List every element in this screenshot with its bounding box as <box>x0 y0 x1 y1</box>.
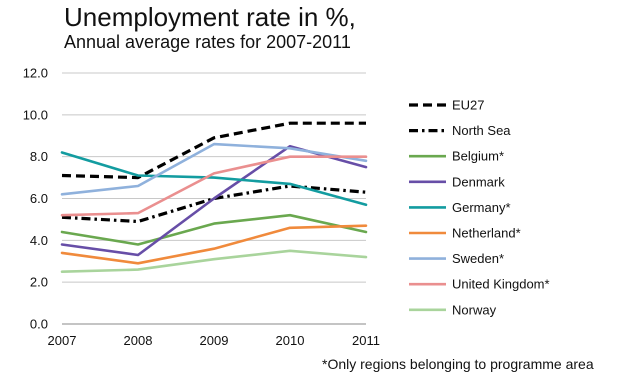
x-tick-label: 2010 <box>276 333 305 348</box>
x-tick-label: 2011 <box>352 333 380 348</box>
legend-item: EU27 <box>409 98 485 113</box>
series-line-sweden <box>60 142 368 196</box>
series-line-north-sea <box>61 184 367 224</box>
legend-label: Netherland* <box>452 226 521 241</box>
y-tick-label: 8.0 <box>30 149 48 164</box>
legend-label: North Sea <box>452 123 511 138</box>
series-line-netherland <box>60 224 368 265</box>
legend-label: Belgium* <box>452 149 504 164</box>
x-tick-label: 2008 <box>124 333 153 348</box>
series-line-germany <box>60 151 368 207</box>
axes: 0.0 2.0 4.0 6.0 8.0 10.0 12.0 2007 2008 2009 2010 2… <box>23 66 380 349</box>
y-tick-label: 12.0 <box>23 66 48 81</box>
series-line-eu27 <box>61 121 366 180</box>
legend-label: Denmark <box>452 174 505 189</box>
legend-item: United Kingdom* <box>409 277 550 292</box>
legend-item: Sweden* <box>409 251 504 266</box>
chart-title: Unemployment rate in %, <box>64 2 356 32</box>
legend-label: United Kingdom* <box>452 277 550 292</box>
legend-label: EU27 <box>452 98 485 113</box>
y-tick-label: 6.0 <box>30 191 48 206</box>
y-tick-label: 2.0 <box>30 275 48 290</box>
x-tick-label: 2009 <box>200 333 229 348</box>
legend: EU27 North Sea Belgium* Denmark Germany* Neth… <box>409 98 550 317</box>
legend-label: Germany* <box>452 200 511 215</box>
series-line-norway <box>60 249 368 274</box>
x-tick-label: 2007 <box>48 333 77 348</box>
legend-label: Norway <box>452 302 497 317</box>
y-tick-label: 10.0 <box>23 107 48 122</box>
y-tick-label: 4.0 <box>30 233 48 248</box>
legend-item: Netherland* <box>409 226 521 241</box>
y-tick-label: 0.0 <box>30 317 48 332</box>
legend-item: Norway <box>409 302 497 317</box>
chart-subtitle: Annual average rates for 2007-2011 <box>64 32 351 52</box>
series-line-united-kingdom <box>60 155 368 217</box>
legend-item: Belgium* <box>409 149 504 164</box>
chart-footnote: *Only regions belonging to programme are… <box>322 356 594 372</box>
series-lines <box>60 121 368 274</box>
series-line-belgium <box>60 213 368 246</box>
legend-label: Sweden* <box>452 251 504 266</box>
legend-item: Germany* <box>409 200 511 215</box>
legend-item: North Sea <box>409 123 511 138</box>
legend-item: Denmark <box>409 174 505 189</box>
